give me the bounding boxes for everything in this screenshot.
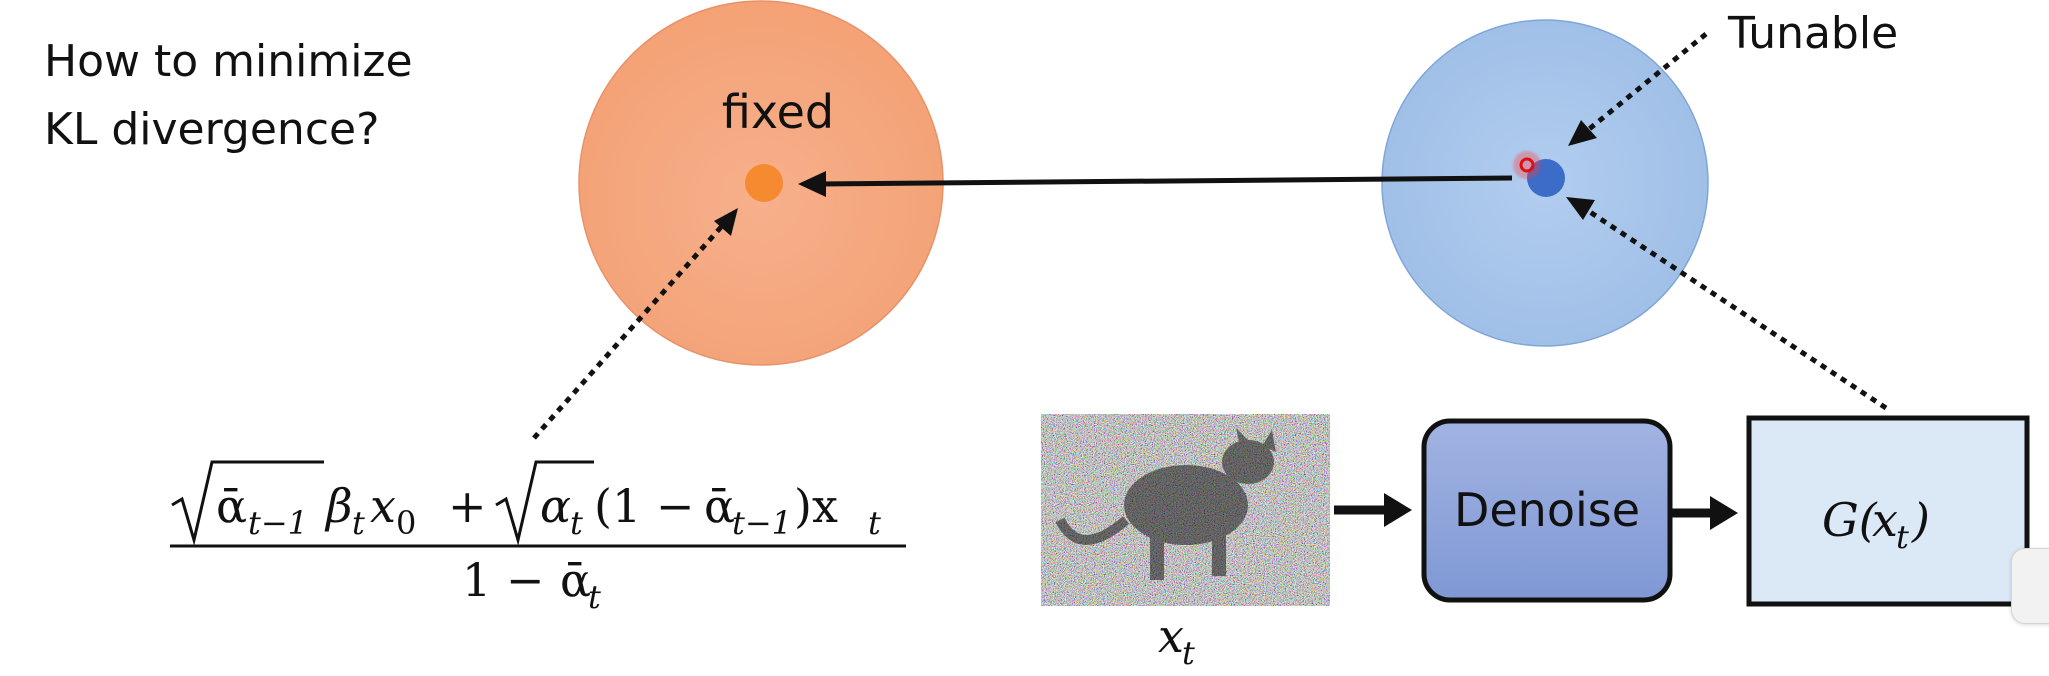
subscript-t-a: t xyxy=(352,504,365,542)
noisy-image-caption-x: x xyxy=(1158,609,1184,663)
sqrt-sign-1 xyxy=(171,460,324,546)
x-zero: x xyxy=(370,479,396,533)
plus-sign: + xyxy=(448,479,487,533)
cursor-highlight-glow xyxy=(1513,151,1541,179)
question-line-2: KL divergence? xyxy=(44,104,379,155)
tunable-label: Tunable xyxy=(1727,8,1898,59)
paren-one-minus: (1 − xyxy=(594,479,694,533)
output-label-prefix: G( xyxy=(1822,493,1878,547)
output-pointer-head xyxy=(1566,197,1595,220)
tunable-pointer-line xyxy=(1586,32,1708,132)
formula-pointer-head xyxy=(714,208,738,236)
subscript-t-b: t xyxy=(570,504,583,542)
minimize-arrow-head xyxy=(798,171,826,197)
alpha-bar-t-minus-1-b: ᾱ xyxy=(704,479,735,533)
denominator-one-minus: 1 − xyxy=(462,553,544,607)
output-label-var: x xyxy=(1872,493,1898,547)
noisy-image-caption-sub: t xyxy=(1182,634,1195,672)
sqrt-sign-2 xyxy=(495,460,594,546)
denoise-label: Denoise xyxy=(1454,483,1640,537)
tunable-pointer-head xyxy=(1568,120,1597,146)
cursor-highlight-ring xyxy=(1519,157,1535,173)
subscript-t-minus-1-b: t−1 xyxy=(732,504,792,542)
alpha-bar-t-minus-1: ᾱ xyxy=(216,479,247,533)
output-label-suffix: ) xyxy=(1911,493,1930,547)
paren-close-x: )x xyxy=(794,479,838,533)
minimize-arrow-line xyxy=(817,175,1513,187)
beta-t: β xyxy=(324,479,353,533)
noisy-image-silhouette xyxy=(1055,428,1276,580)
posterior-mean-formula: ᾱ t−1 β t x 0 + α t (1 − ᾱ t−1 )x t 1 − … xyxy=(170,460,906,616)
noisy-image xyxy=(1041,414,1330,606)
output-label-sub: t xyxy=(1896,518,1909,556)
denoise-block xyxy=(1421,418,1673,603)
subscript-t-minus-1-a: t−1 xyxy=(248,504,308,542)
alpha-bar-t: ᾱ xyxy=(560,553,591,607)
video-player-side-tab[interactable] xyxy=(2011,548,2049,624)
subscript-zero: 0 xyxy=(396,504,416,542)
subscript-t-c: t xyxy=(868,504,881,542)
question-line-1: How to minimize xyxy=(44,36,413,87)
arrow-to-denoise-head xyxy=(1384,493,1412,527)
fixed-mean-point xyxy=(745,164,783,202)
arrow-to-output-head xyxy=(1710,496,1738,530)
fixed-label: fixed xyxy=(722,85,834,139)
alpha-t: α xyxy=(540,479,571,533)
output-block xyxy=(1746,415,2030,607)
subscript-t-d: t xyxy=(588,578,601,616)
